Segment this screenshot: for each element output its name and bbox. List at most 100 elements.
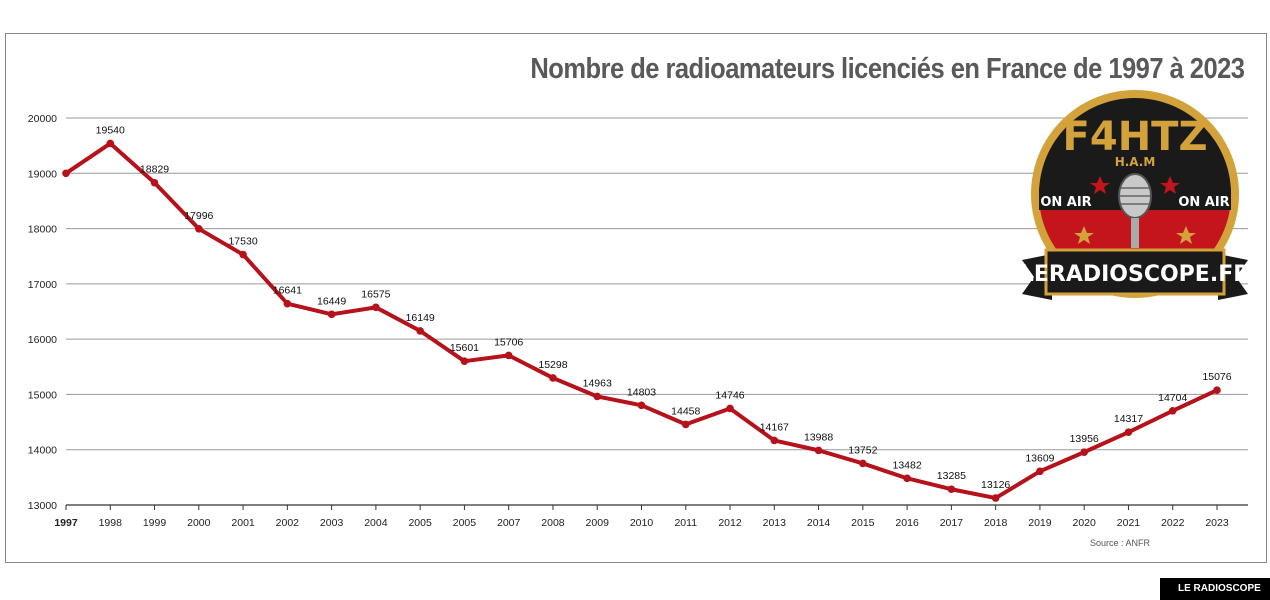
data-point bbox=[1080, 448, 1088, 456]
data-label: 19540 bbox=[96, 124, 125, 136]
data-label: 14458 bbox=[671, 405, 700, 417]
x-tick-label: 2002 bbox=[276, 517, 300, 529]
microphone-icon bbox=[1118, 173, 1152, 248]
x-tick-label: 2000 bbox=[187, 517, 211, 529]
data-label: 17530 bbox=[228, 236, 257, 248]
data-label: 13956 bbox=[1070, 433, 1099, 445]
data-point bbox=[991, 494, 1000, 502]
x-tick-label: 2005 bbox=[453, 517, 477, 529]
y-tick-label: 18000 bbox=[28, 224, 57, 236]
data-label: 13126 bbox=[981, 479, 1010, 491]
logo-sub: H.A.M bbox=[1115, 155, 1156, 169]
logo-on-air-left: ON AIR bbox=[1040, 195, 1091, 210]
data-point bbox=[372, 303, 380, 312]
x-tick-label: 1997 bbox=[54, 517, 78, 529]
data-point bbox=[903, 474, 911, 483]
x-tick-label: 2014 bbox=[807, 517, 831, 529]
y-tick-label: 14000 bbox=[28, 445, 57, 457]
y-tick-label: 17000 bbox=[28, 279, 57, 291]
data-point bbox=[416, 327, 424, 335]
data-point bbox=[770, 436, 779, 445]
logo-on-air-right: ON AIR bbox=[1178, 195, 1229, 210]
data-point bbox=[195, 224, 203, 233]
data-label: 13988 bbox=[804, 431, 833, 443]
y-tick-label: 15000 bbox=[28, 389, 57, 401]
data-label: 17996 bbox=[184, 210, 213, 222]
data-point bbox=[62, 169, 70, 178]
data-point bbox=[150, 178, 159, 187]
data-point bbox=[947, 485, 956, 494]
data-label: 15298 bbox=[538, 359, 567, 371]
x-tick-label: 2010 bbox=[630, 517, 654, 529]
data-label: 13482 bbox=[893, 459, 922, 471]
y-axis-tick-labels: 13000 14000 15000 16000 17000 18000 19000 20000 bbox=[28, 113, 57, 512]
data-label: 13285 bbox=[937, 470, 966, 482]
data-point bbox=[593, 392, 602, 401]
data-label: 13752 bbox=[848, 444, 877, 456]
x-tick-label: 2022 bbox=[1161, 517, 1185, 529]
chart-title: Nombre de radioamateurs licenciés en Fra… bbox=[529, 53, 1245, 85]
data-point bbox=[460, 357, 469, 366]
data-point bbox=[239, 250, 247, 259]
data-point bbox=[859, 459, 867, 468]
data-point bbox=[726, 404, 734, 413]
x-tick-label: 2007 bbox=[497, 517, 521, 529]
data-point bbox=[1168, 406, 1177, 415]
data-point bbox=[549, 374, 557, 382]
data-label: 13609 bbox=[1025, 452, 1054, 464]
data-label: 16641 bbox=[273, 285, 302, 297]
data-point bbox=[814, 446, 823, 455]
data-label: 16575 bbox=[361, 288, 390, 300]
data-label: 14317 bbox=[1114, 413, 1143, 425]
logo-callsign: F4HTZ bbox=[1063, 114, 1208, 160]
x-tick-label: 2017 bbox=[940, 517, 964, 529]
x-tick-label: 1999 bbox=[143, 517, 167, 529]
data-point bbox=[681, 420, 690, 429]
data-point bbox=[283, 299, 292, 308]
x-tick-label: 2021 bbox=[1117, 517, 1141, 529]
x-tick-label: 2016 bbox=[895, 517, 919, 529]
data-point bbox=[106, 139, 115, 148]
data-label: 16149 bbox=[406, 312, 435, 324]
data-label: 15601 bbox=[450, 342, 479, 354]
data-label: 18829 bbox=[140, 164, 169, 176]
x-tick-label: 2020 bbox=[1073, 517, 1097, 529]
x-tick-label: 2018 bbox=[984, 517, 1008, 529]
data-point bbox=[327, 310, 336, 319]
chart-frame bbox=[5, 33, 1267, 563]
data-label: 14963 bbox=[583, 377, 612, 389]
y-tick-label: 20000 bbox=[28, 113, 57, 125]
x-tick-label: 2009 bbox=[586, 517, 610, 529]
data-label: 14167 bbox=[760, 421, 789, 433]
data-point bbox=[637, 401, 646, 410]
source-note: Source : ANFR bbox=[1090, 538, 1151, 548]
data-label: 15706 bbox=[494, 336, 523, 348]
data-point bbox=[504, 351, 513, 360]
x-tick-label: 2023 bbox=[1205, 517, 1229, 529]
data-point bbox=[1036, 467, 1044, 476]
x-axis-tick-labels: 1997 1998 1999 2000 2001 2002 2003 2004 2005 2005… bbox=[54, 505, 1229, 529]
x-tick-label: 2008 bbox=[541, 517, 565, 529]
star-icon bbox=[1074, 176, 1196, 244]
brand-label: LE RADIOSCOPE bbox=[1160, 578, 1270, 600]
x-tick-label: 2004 bbox=[364, 517, 388, 529]
data-label: 15076 bbox=[1202, 371, 1231, 383]
x-tick-label: 2012 bbox=[718, 517, 742, 529]
y-tick-label: 19000 bbox=[28, 168, 57, 180]
x-tick-label: 2005 bbox=[408, 517, 432, 529]
y-tick-label: 16000 bbox=[28, 334, 57, 346]
data-label: 14803 bbox=[627, 386, 656, 398]
data-point bbox=[1213, 386, 1221, 395]
y-tick-label: 13000 bbox=[28, 500, 57, 512]
x-tick-label: 2003 bbox=[320, 517, 344, 529]
x-tick-label: 2013 bbox=[763, 517, 787, 529]
x-tick-label: 2015 bbox=[851, 517, 875, 529]
logo-banner: LERADIOSCOPE.FR bbox=[1022, 262, 1248, 287]
x-tick-label: 2011 bbox=[674, 517, 697, 529]
data-points bbox=[62, 139, 1221, 502]
x-tick-label: 2019 bbox=[1028, 517, 1052, 529]
data-label: 14704 bbox=[1158, 392, 1187, 404]
data-label: 14746 bbox=[715, 389, 744, 401]
data-point bbox=[1124, 428, 1133, 436]
